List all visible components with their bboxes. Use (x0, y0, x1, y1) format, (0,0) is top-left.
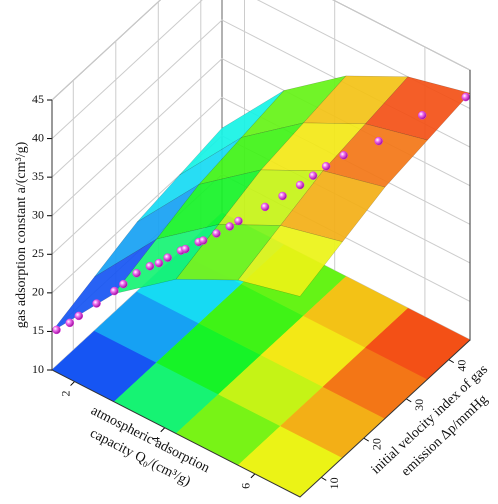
data-point (417, 110, 427, 120)
data-point (74, 311, 84, 321)
data-point (65, 318, 75, 328)
tick-mark (250, 473, 256, 479)
data-point (260, 202, 270, 212)
tick-mark (160, 427, 166, 433)
z-tick-label: 40 (32, 130, 44, 144)
data-point (308, 171, 318, 180)
x-tick-label: 6 (239, 483, 253, 489)
data-point (234, 216, 243, 226)
tick-mark (320, 476, 327, 481)
data-point (198, 236, 208, 245)
data-point (321, 161, 331, 171)
x-tick-label: 2 (58, 391, 72, 397)
tick-mark (405, 398, 412, 403)
tick-mark (363, 437, 370, 442)
surface-cell (237, 225, 343, 297)
z-tick-label: 30 (32, 207, 44, 221)
data-point (181, 244, 190, 254)
z-tick-label: 35 (32, 169, 44, 183)
data-point (461, 92, 470, 102)
y-tick-label: 30 (412, 399, 426, 411)
grid-line (51, 0, 471, 101)
data-point (132, 268, 141, 278)
data-point (212, 229, 221, 238)
tick-mark (448, 359, 455, 364)
data-point (154, 258, 164, 268)
z-tick-label: 25 (32, 246, 44, 260)
y-tick-label: 40 (455, 360, 469, 372)
y-tick-label: 10 (327, 477, 341, 489)
surface-cell (322, 123, 428, 188)
x-tick-label: 4 (148, 437, 162, 443)
z-tick-label: 10 (32, 362, 44, 376)
data-point (119, 279, 128, 289)
data-point (145, 261, 155, 271)
data-point (295, 180, 305, 190)
data-point (52, 325, 61, 335)
tick-mark (70, 381, 75, 386)
grid-line (51, 0, 471, 139)
z-tick-label: 45 (32, 92, 44, 106)
data-point (225, 222, 235, 231)
data-point (278, 191, 287, 201)
y-tick-label: 20 (370, 438, 384, 450)
data-point (110, 286, 119, 296)
z-tick-label: 15 (32, 323, 44, 337)
data-point (92, 299, 101, 308)
data-point (339, 151, 348, 160)
data-point (374, 136, 383, 146)
axis-line (51, 70, 471, 498)
z-axis-label: gas adsorption constant a/(cm³/g) (14, 141, 29, 328)
z-tick-label: 20 (32, 285, 44, 299)
surface-cell (280, 170, 386, 243)
data-point (163, 253, 172, 262)
